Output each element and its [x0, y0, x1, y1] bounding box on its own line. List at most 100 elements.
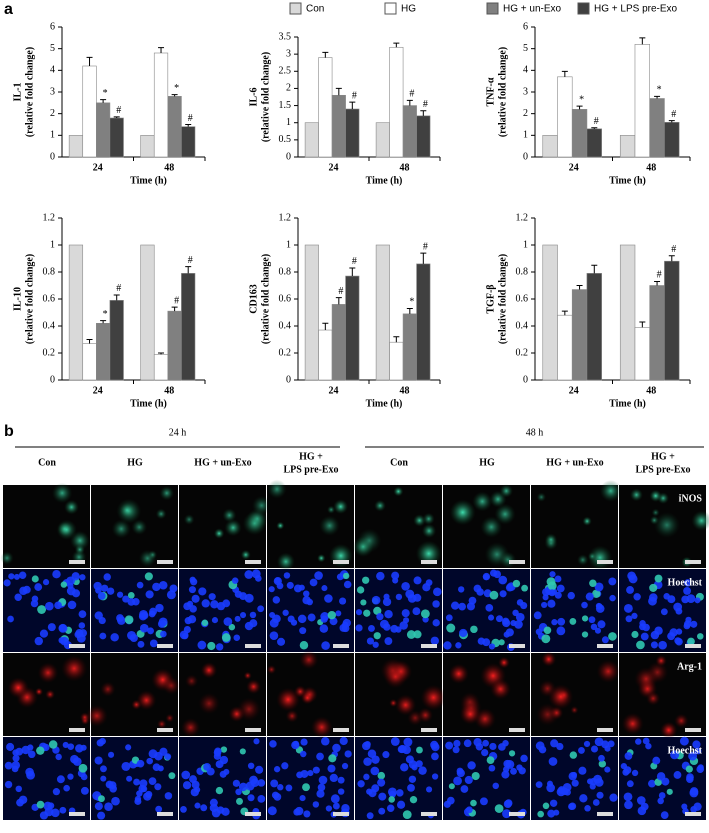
bar [619, 135, 636, 158]
nucleus [47, 623, 56, 632]
nucleus [658, 640, 667, 650]
nucleus [318, 775, 328, 785]
x-tick-label: 48 [400, 385, 410, 396]
cell [100, 681, 116, 697]
nucleus [690, 620, 698, 628]
cell [544, 533, 558, 546]
micrograph [91, 569, 178, 652]
error-bar [591, 127, 598, 129]
nucleus [94, 756, 103, 765]
cell [266, 664, 277, 675]
cell [383, 665, 408, 689]
nucleus [585, 592, 594, 601]
cell [499, 484, 514, 498]
nucleus [293, 584, 302, 593]
nucleus [12, 754, 20, 762]
nucleus [149, 607, 157, 616]
cell [328, 543, 353, 568]
nucleus [654, 574, 663, 583]
scale-bar [685, 644, 701, 648]
cell [651, 508, 660, 517]
nucleus [336, 573, 344, 581]
nucleus [372, 641, 379, 648]
nucleus [594, 778, 604, 787]
nucleus [233, 634, 241, 641]
nucleus [21, 745, 31, 755]
error-bar [113, 116, 120, 118]
nucleus [548, 589, 556, 597]
nucleus [425, 786, 433, 793]
nucleus [194, 786, 201, 793]
nucleus [547, 809, 556, 818]
nucleus [470, 799, 477, 807]
nucleus [470, 625, 478, 634]
nucleus [411, 764, 418, 771]
nucleus [249, 611, 257, 619]
cell [498, 656, 510, 669]
nucleus [363, 757, 372, 766]
bar [542, 135, 558, 158]
nucleus [67, 600, 77, 610]
nucleus [382, 597, 392, 607]
nucleus [325, 805, 333, 812]
nucleus [697, 764, 704, 771]
y-tick-label: 0 [50, 374, 55, 385]
nucleus [502, 809, 511, 819]
nucleus [80, 744, 87, 751]
column-header: LPS pre-Exo [283, 464, 338, 475]
nucleus [455, 642, 462, 649]
error-bar [171, 94, 178, 97]
y-tick-label: 0.6 [279, 293, 292, 304]
scale-bar [245, 560, 261, 564]
nucleus [234, 590, 243, 598]
bar [345, 275, 360, 381]
nucleus [581, 601, 588, 609]
x-axis-label: Time (h) [130, 398, 167, 409]
micrograph [619, 569, 706, 652]
nucleus [267, 806, 277, 816]
y-tick-label: 3 [523, 86, 528, 97]
nucleus [14, 593, 22, 601]
nucleus [688, 751, 698, 761]
nucleus [694, 597, 701, 604]
nucleus [481, 748, 489, 757]
nucleus [675, 637, 683, 646]
error-bar [561, 70, 568, 77]
bar [649, 98, 665, 158]
nucleus [307, 613, 316, 622]
nucleus [8, 573, 15, 580]
nucleus [407, 783, 415, 792]
scale-bar [245, 644, 261, 648]
nucleus [300, 738, 308, 746]
nucleus [247, 762, 255, 770]
nucleus [244, 570, 254, 579]
nucleus [537, 810, 544, 818]
nucleus [66, 586, 76, 596]
significance-mark: # [116, 283, 121, 294]
cell [183, 514, 195, 525]
y-tick-label: 5 [50, 43, 55, 54]
nucleus [396, 789, 404, 797]
cell [421, 523, 437, 539]
cell [34, 687, 44, 696]
bar [331, 304, 346, 381]
nucleus [571, 771, 578, 778]
nucleus [257, 795, 266, 803]
nucleus [287, 615, 295, 623]
x-tick-label: 24 [329, 162, 339, 173]
nucleus [685, 765, 693, 773]
cell [252, 495, 272, 516]
error-bar [393, 42, 400, 48]
nucleus [670, 750, 680, 760]
micrograph [531, 569, 618, 652]
cell [300, 691, 314, 705]
significance-mark: # [188, 255, 193, 266]
nucleus [108, 751, 115, 758]
nucleus [446, 623, 456, 633]
nucleus [158, 617, 168, 627]
micrograph [267, 569, 354, 652]
nucleus [297, 614, 307, 624]
nucleus [471, 771, 480, 781]
y-tick-label: 0.2 [279, 347, 292, 358]
nucleus [631, 769, 639, 777]
